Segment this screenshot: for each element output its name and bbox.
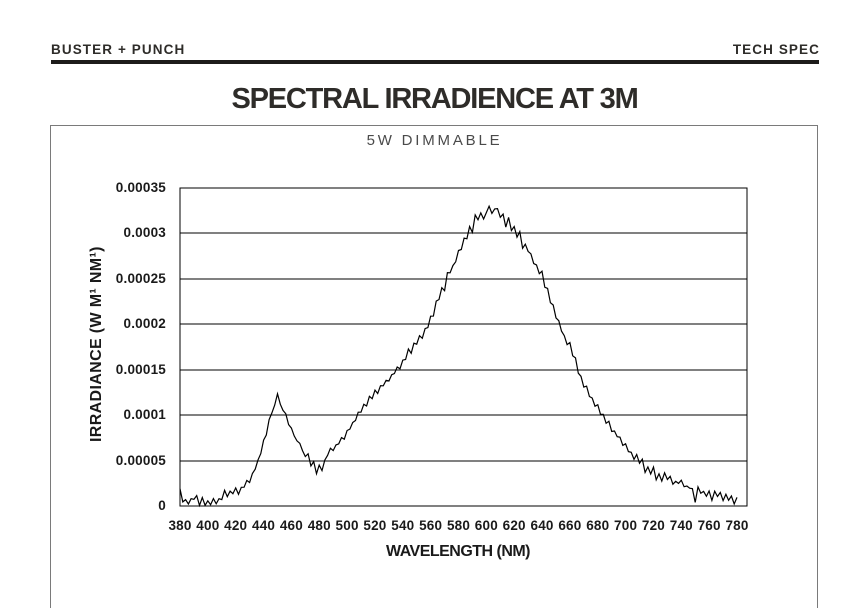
svg-text:780: 780 [725,518,748,533]
svg-text:660: 660 [558,518,581,533]
svg-text:0.0002: 0.0002 [124,316,167,331]
svg-text:WAVELENGTH (NM): WAVELENGTH (NM) [386,543,531,560]
svg-text:420: 420 [224,518,247,533]
svg-text:740: 740 [670,518,693,533]
svg-text:0.00015: 0.00015 [116,362,166,377]
svg-text:0.00005: 0.00005 [116,453,166,468]
svg-text:560: 560 [419,518,442,533]
svg-text:0.0003: 0.0003 [124,225,167,240]
svg-text:600: 600 [475,518,498,533]
svg-text:620: 620 [503,518,526,533]
svg-text:720: 720 [642,518,665,533]
svg-text:0.00025: 0.00025 [116,271,166,286]
svg-text:400: 400 [196,518,219,533]
svg-text:700: 700 [614,518,637,533]
svg-text:440: 440 [252,518,275,533]
svg-text:520: 520 [363,518,386,533]
svg-text:480: 480 [308,518,331,533]
svg-text:460: 460 [280,518,303,533]
svg-text:0.0001: 0.0001 [124,407,167,422]
svg-text:760: 760 [698,518,721,533]
svg-text:640: 640 [530,518,553,533]
svg-text:680: 680 [586,518,609,533]
svg-text:IRRADIANCE (W M¹ NM¹): IRRADIANCE (W M¹ NM¹) [88,246,105,442]
svg-text:0: 0 [158,498,166,513]
svg-text:380: 380 [168,518,191,533]
svg-text:500: 500 [336,518,359,533]
svg-text:540: 540 [391,518,414,533]
svg-text:580: 580 [447,518,470,533]
svg-text:0.00035: 0.00035 [116,180,166,195]
